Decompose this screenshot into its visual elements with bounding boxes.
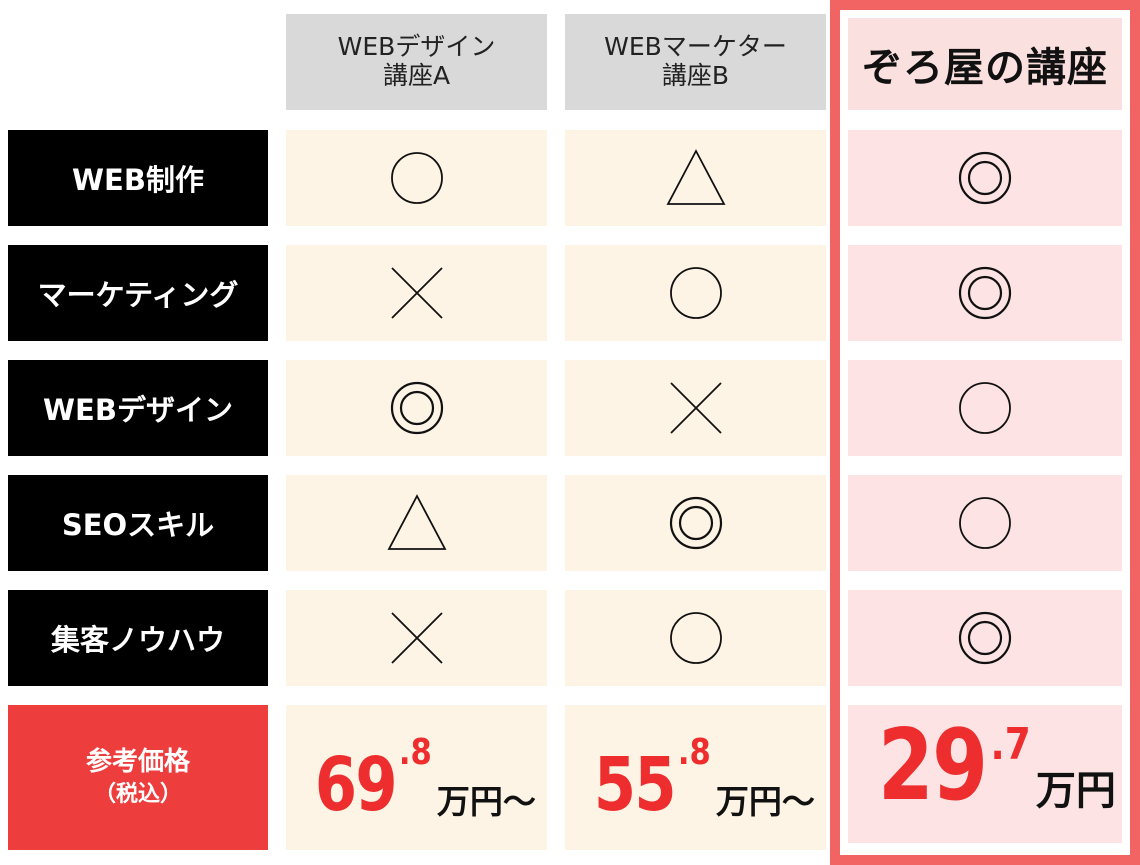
cross-icon <box>669 382 722 434</box>
row-label-text: SEOスキル <box>61 508 215 542</box>
row-label-text: マーケティング <box>37 278 239 312</box>
featured-column-frame <box>830 0 1140 865</box>
mark-cell <box>286 590 547 686</box>
row-label-customer-acquisition: 集客ノウハウ <box>8 590 268 686</box>
cross-icon <box>390 612 443 664</box>
circle-icon <box>669 612 722 664</box>
price-cell-featured: 29.7 万円 <box>848 705 1122 843</box>
column-header-a-line2: 講座A <box>382 61 451 90</box>
column-header-b: WEBマーケター 講座B <box>565 14 826 110</box>
mark-cell <box>848 360 1122 456</box>
triangle-icon <box>666 149 725 205</box>
price-decimal: .7 <box>990 719 1031 770</box>
price-unit: 万円〜 <box>436 782 536 821</box>
price-cell-a: 69.8 万円〜 <box>286 705 547 850</box>
mark-cell <box>565 130 826 226</box>
triangle-icon <box>387 494 446 550</box>
double-circle-icon <box>669 496 722 550</box>
price-cell-b: 55.8 万円〜 <box>565 705 826 850</box>
price-label-text: 参考価格 <box>85 747 190 778</box>
price-decimal: .8 <box>399 732 432 773</box>
mark-cell <box>848 475 1122 571</box>
price-sublabel-text: （税込） <box>93 782 182 808</box>
row-label-web-design: WEBデザイン <box>8 360 268 456</box>
double-circle-icon <box>958 611 1012 665</box>
mark-cell <box>565 475 826 571</box>
circle-icon <box>390 152 443 204</box>
column-header-a-line1: WEBデザイン <box>337 32 496 62</box>
row-label-text: WEBデザイン <box>43 393 233 427</box>
column-header-b-line2: 講座B <box>661 61 730 90</box>
mark-cell <box>286 245 547 341</box>
price-decimal: .8 <box>678 732 711 773</box>
cross-icon <box>390 267 443 319</box>
price-main: 55 <box>593 742 677 828</box>
circle-icon <box>959 382 1011 434</box>
mark-cell <box>286 360 547 456</box>
double-circle-icon <box>958 266 1012 320</box>
row-label-marketing: マーケティング <box>8 245 268 341</box>
mark-cell <box>848 590 1122 686</box>
row-label-text: WEB制作 <box>72 163 204 197</box>
row-label-seo: SEOスキル <box>8 475 268 571</box>
mark-cell <box>565 245 826 341</box>
mark-cell <box>848 245 1122 341</box>
row-label-web-production: WEB制作 <box>8 130 268 226</box>
mark-cell <box>565 590 826 686</box>
column-header-b-line1: WEBマーケター <box>604 32 787 62</box>
price-unit: 万円 <box>1035 768 1116 814</box>
mark-cell <box>565 360 826 456</box>
column-header-featured-label: ぞろ屋の講座 <box>862 45 1108 91</box>
circle-icon <box>669 267 722 319</box>
mark-cell <box>286 130 547 226</box>
price-main: 69 <box>314 742 398 828</box>
column-header-featured: ぞろ屋の講座 <box>848 18 1122 110</box>
row-label-text: 集客ノウハウ <box>50 623 225 657</box>
double-circle-icon <box>390 381 443 435</box>
mark-cell <box>286 475 547 571</box>
price-unit: 万円〜 <box>715 782 815 821</box>
column-header-a: WEBデザイン 講座A <box>286 14 547 110</box>
price-main: 29 <box>877 709 988 823</box>
double-circle-icon <box>958 151 1012 205</box>
price-row-label: 参考価格 （税込） <box>8 705 268 850</box>
circle-icon <box>959 497 1011 549</box>
mark-cell <box>848 130 1122 226</box>
